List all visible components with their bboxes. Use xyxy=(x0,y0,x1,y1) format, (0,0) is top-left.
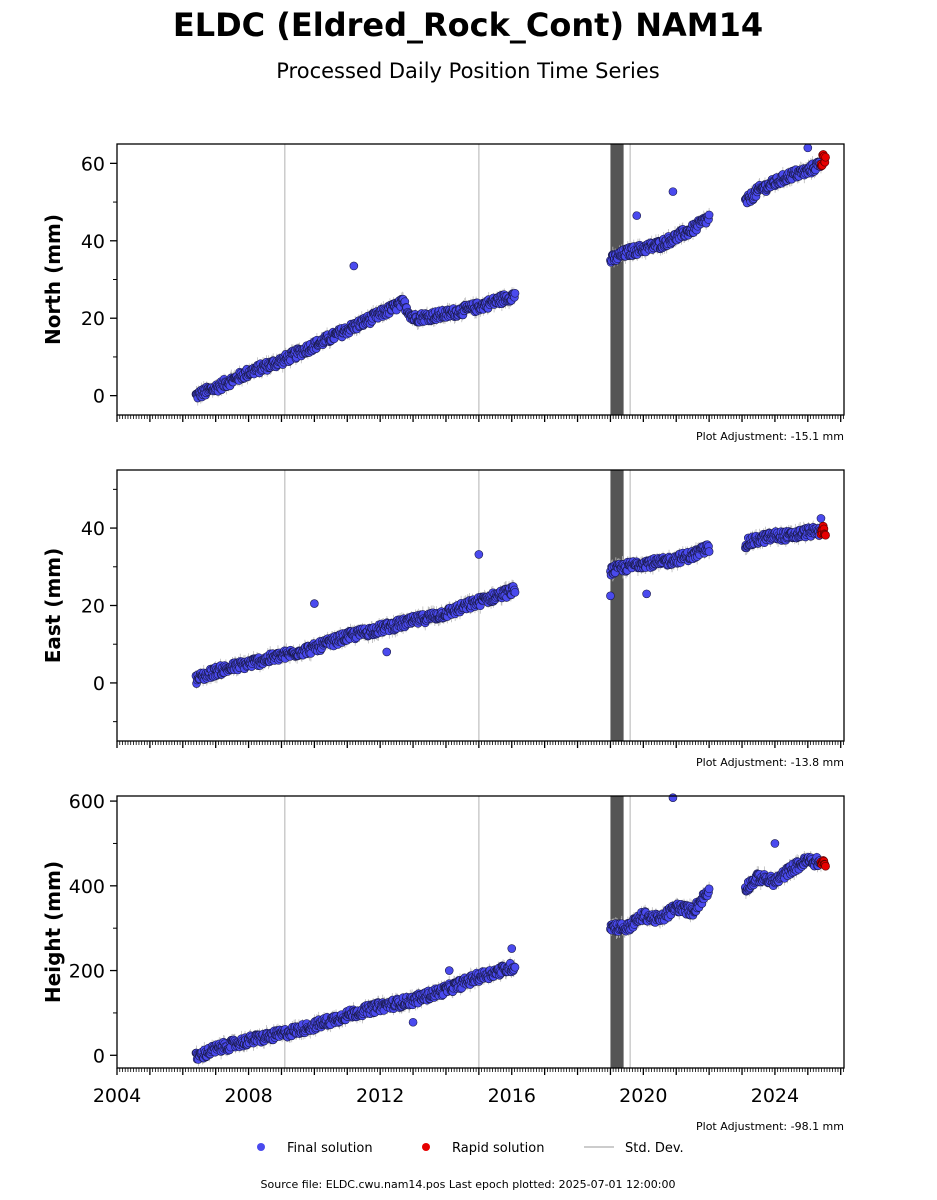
figure-title: ELDC (Eldred_Rock_Cont) NAM14 xyxy=(173,6,763,44)
panel-north: 0 20 40 60 North (mm) Plot Adjustment: -15.1 … xyxy=(41,143,845,443)
final-solution-point xyxy=(704,210,714,220)
final-solution-outlier xyxy=(606,591,615,601)
final-solution-outlier xyxy=(310,599,319,608)
figure-subtitle: Processed Daily Position Time Series xyxy=(276,59,660,83)
y-tick-label: 60 xyxy=(81,153,105,175)
plot-area xyxy=(117,796,844,1068)
y-axis-label: North (mm) xyxy=(41,214,65,345)
y-tick-label: 0 xyxy=(93,673,105,695)
y-tick-label: 40 xyxy=(81,231,105,253)
plot-adjustment-label: Plot Adjustment: -15.1 mm xyxy=(696,430,844,443)
final-solution-outlier xyxy=(642,589,651,599)
final-solution-point xyxy=(510,588,520,597)
y-axis-label: East (mm) xyxy=(41,548,65,664)
gap-band xyxy=(610,470,624,741)
y-tick-label: 20 xyxy=(81,308,105,330)
plot-area xyxy=(117,144,844,415)
y-tick-label: 0 xyxy=(93,386,105,408)
final-solution-outlier xyxy=(474,550,484,559)
y-tick-label: 20 xyxy=(81,596,105,618)
gap-band xyxy=(610,144,624,415)
final-solution-outlier xyxy=(382,647,392,657)
rapid-solution-points xyxy=(816,150,830,171)
final-solution-points xyxy=(191,143,826,403)
final-solution-point xyxy=(510,288,520,298)
final-solution-outlier xyxy=(632,211,642,220)
final-solution-outlier xyxy=(668,187,678,196)
final-solution-outlier xyxy=(349,261,359,271)
final-solution-outlier xyxy=(816,514,826,523)
plot-adjustment-label: Plot Adjustment: -13.8 mm xyxy=(696,756,844,769)
rapid-solution-point xyxy=(821,152,830,162)
y-tick-label: 40 xyxy=(81,518,105,540)
final-solution-points xyxy=(191,514,826,688)
final-solution-point xyxy=(704,547,714,556)
panel-east: 0 20 40 East (mm) Plot Adjustment: -13.8 mm xyxy=(41,469,845,769)
rapid-solution-point xyxy=(821,530,830,540)
final-solution-outlier xyxy=(803,143,813,153)
